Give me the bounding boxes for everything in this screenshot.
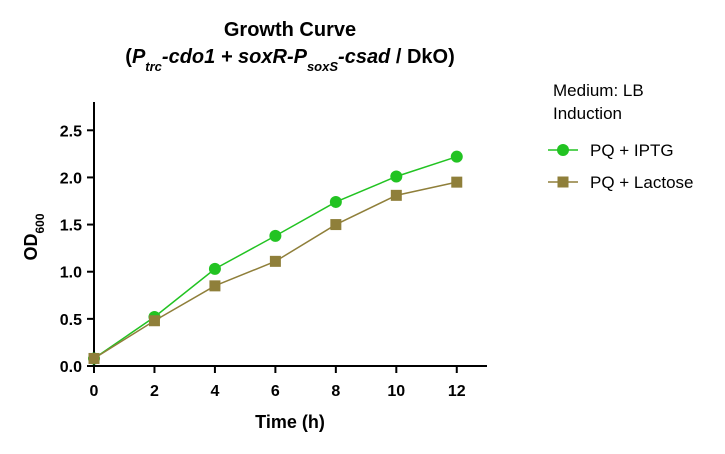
subtitle-part: soxS xyxy=(307,59,338,74)
x-tick-label: 8 xyxy=(331,383,340,400)
subtitle-part: trc xyxy=(145,59,162,74)
marker xyxy=(450,150,463,163)
y-tick-label: 1.0 xyxy=(60,265,82,282)
x-tick-label: 0 xyxy=(90,383,99,400)
subtitle-part: ( xyxy=(125,46,132,68)
y-tick-label: 2.5 xyxy=(60,123,82,140)
marker xyxy=(209,280,221,292)
y-tick-label: 0.0 xyxy=(60,359,82,376)
marker xyxy=(451,176,463,188)
x-axis-label: Time (h) xyxy=(255,412,325,432)
chart-subtitle: (Ptrc-cdo1 + soxR-PsoxS-csad / DkO) xyxy=(125,46,454,74)
y-tick-label: 0.5 xyxy=(60,312,82,329)
legend-marker xyxy=(557,144,569,156)
marker xyxy=(269,255,281,267)
marker xyxy=(329,195,342,208)
subtitle-part: P xyxy=(294,46,308,68)
marker xyxy=(390,170,403,183)
series-line xyxy=(93,181,457,360)
legend-title: Induction xyxy=(553,104,622,123)
x-tick-label: 2 xyxy=(150,383,159,400)
y-tick-label: 2.0 xyxy=(60,170,82,187)
y-tick-label: 1.5 xyxy=(60,218,82,235)
x-tick-label: 10 xyxy=(387,383,405,400)
subtitle-part: -csad xyxy=(338,46,391,68)
marker xyxy=(330,219,342,231)
marker xyxy=(148,315,160,327)
x-tick-label: 6 xyxy=(271,383,280,400)
y-label-part: OD xyxy=(21,234,41,261)
legend-label: PQ + IPTG xyxy=(590,141,674,160)
y-label-part: 600 xyxy=(33,213,47,233)
subtitle-part: / DkO) xyxy=(390,46,454,68)
subtitle-part: P xyxy=(132,46,146,68)
marker xyxy=(269,229,282,242)
x-tick-label: 12 xyxy=(448,383,466,400)
y-axis-label: OD600 xyxy=(21,213,47,260)
legend-marker xyxy=(557,176,569,188)
marker xyxy=(390,189,402,201)
chart-title: Growth Curve xyxy=(224,19,356,41)
x-tick-label: 4 xyxy=(210,383,219,400)
marker xyxy=(88,352,100,364)
legend-label: PQ + Lactose xyxy=(590,173,693,192)
subtitle-part: -cdo1 + soxR- xyxy=(162,46,294,68)
marker xyxy=(208,262,221,275)
legend-title: Medium: LB xyxy=(553,81,644,100)
